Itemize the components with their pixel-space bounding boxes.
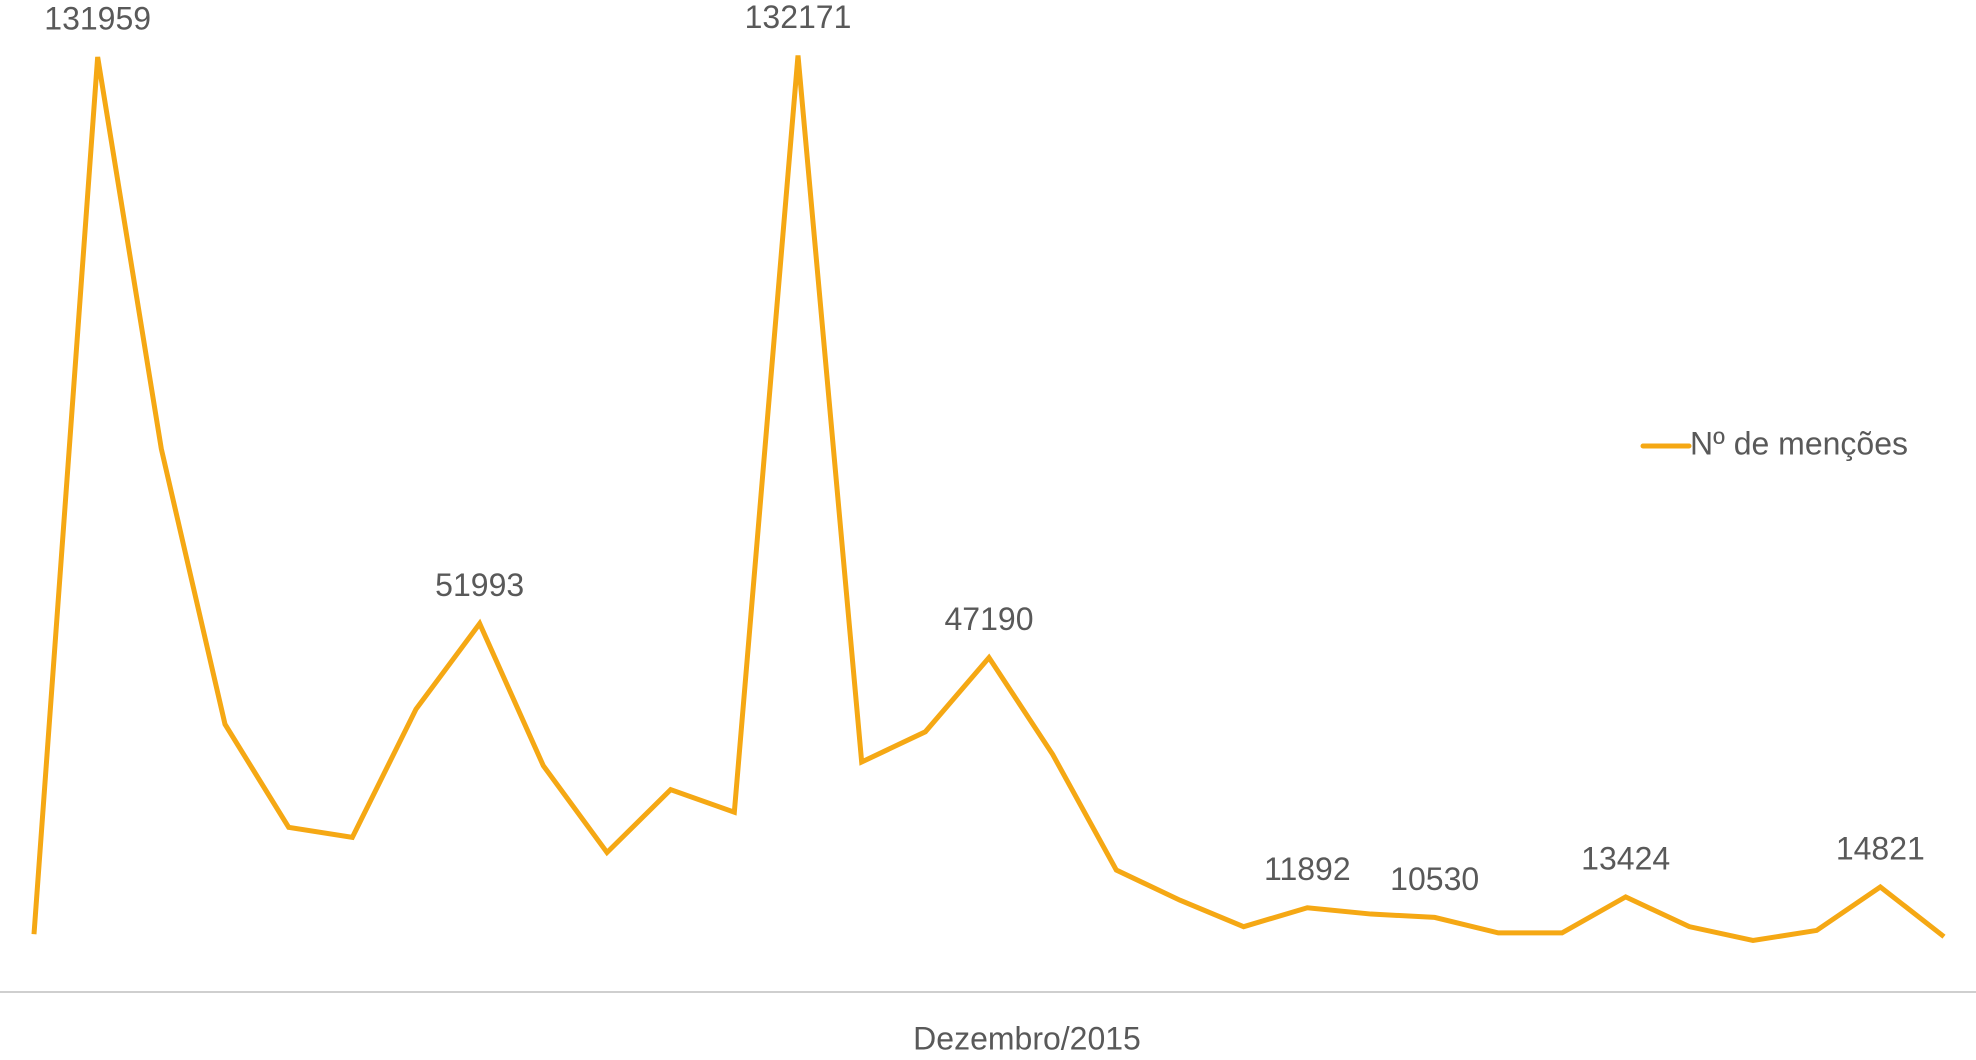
data-label: 13424 — [1581, 840, 1670, 876]
data-label: 132171 — [745, 0, 852, 35]
x-axis-title: Dezembro/2015 — [913, 1020, 1141, 1055]
data-label: 14821 — [1836, 830, 1925, 866]
data-line — [31, 55, 1946, 944]
data-label: 131959 — [44, 0, 151, 36]
data-label: 10530 — [1390, 861, 1479, 897]
data-label: 11892 — [1264, 851, 1351, 887]
legend-label: Nº de menções — [1690, 425, 1908, 461]
data-label: 47190 — [945, 601, 1034, 637]
data-label: 51993 — [435, 567, 524, 603]
